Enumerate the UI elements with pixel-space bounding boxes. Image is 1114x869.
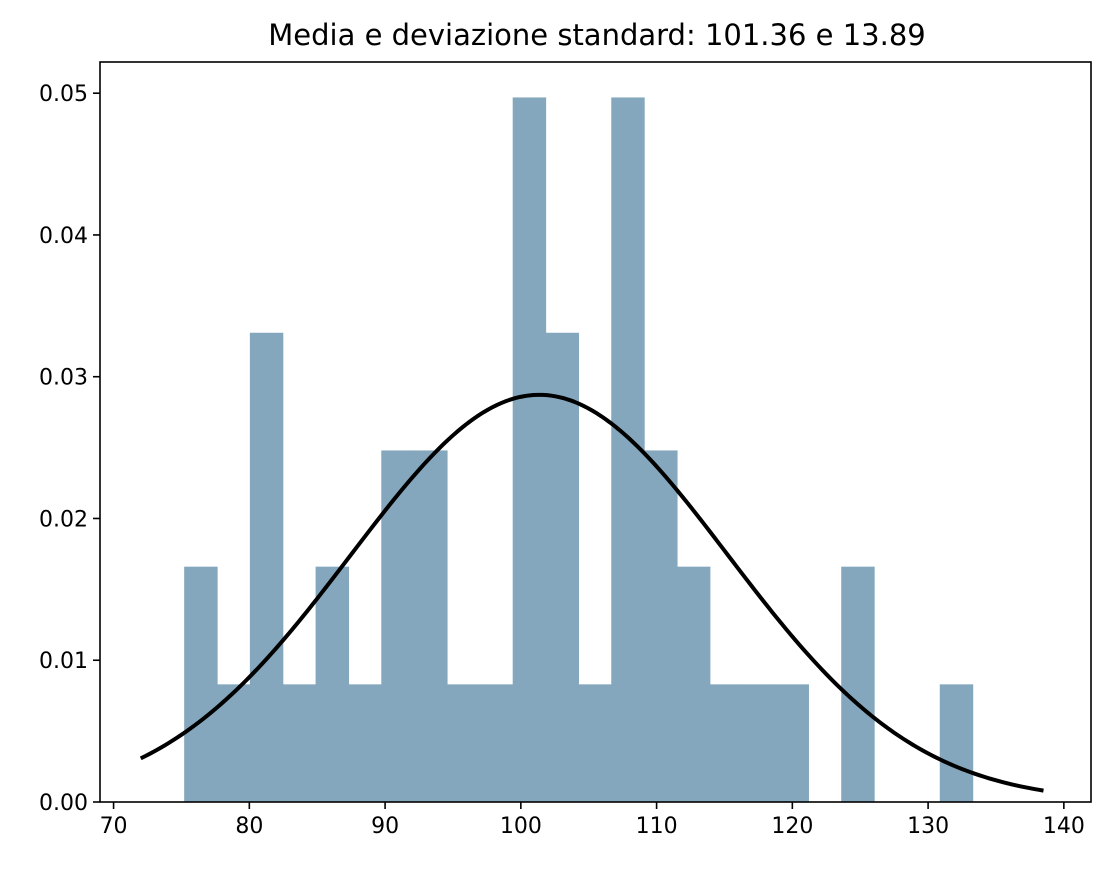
y-tick-label: 0.00 xyxy=(39,791,88,816)
y-tick-label: 0.03 xyxy=(39,366,88,391)
x-axis: 70 80 90 100 110 120 130 140 xyxy=(100,802,1085,839)
histogram-bar xyxy=(775,684,809,802)
histogram-bar xyxy=(578,684,612,802)
x-tick-label: 100 xyxy=(500,814,542,839)
histogram-bar xyxy=(512,97,547,802)
y-tick-label: 0.04 xyxy=(39,224,88,249)
x-tick-label: 120 xyxy=(771,814,813,839)
histogram-bar xyxy=(282,684,317,802)
histogram-bar xyxy=(939,684,974,802)
histogram-bar xyxy=(381,450,415,802)
x-tick-label: 90 xyxy=(371,814,399,839)
histogram-bar xyxy=(644,450,678,802)
histogram-bars xyxy=(184,97,974,802)
histogram-bar xyxy=(414,450,448,802)
histogram-bar xyxy=(348,684,382,802)
histogram-bar xyxy=(742,684,777,802)
y-tick-label: 0.01 xyxy=(39,649,88,674)
y-tick-label: 0.02 xyxy=(39,507,88,532)
y-tick-label: 0.05 xyxy=(39,82,88,107)
x-tick-label: 70 xyxy=(100,814,128,839)
x-tick-label: 130 xyxy=(907,814,949,839)
histogram-bar xyxy=(184,566,218,802)
histogram-bar xyxy=(446,684,481,802)
normal-curve-layer xyxy=(139,392,1044,793)
x-tick-label: 80 xyxy=(235,814,263,839)
y-axis: 0.00 0.01 0.02 0.03 0.04 0.05 xyxy=(39,82,100,816)
normal-curve xyxy=(139,392,1044,793)
histogram-bar xyxy=(249,332,284,802)
histogram-bar xyxy=(709,684,744,802)
histogram-bar xyxy=(841,566,875,802)
x-tick-label: 140 xyxy=(1043,814,1085,839)
plot-frame xyxy=(99,61,1092,803)
chart-title: Media e deviazione standard: 101.36 e 13… xyxy=(268,18,925,52)
x-tick-label: 110 xyxy=(636,814,678,839)
histogram-bar xyxy=(315,566,350,802)
histogram-bar xyxy=(676,566,711,802)
histogram-bar xyxy=(479,684,514,802)
histogram-bar xyxy=(545,332,579,802)
